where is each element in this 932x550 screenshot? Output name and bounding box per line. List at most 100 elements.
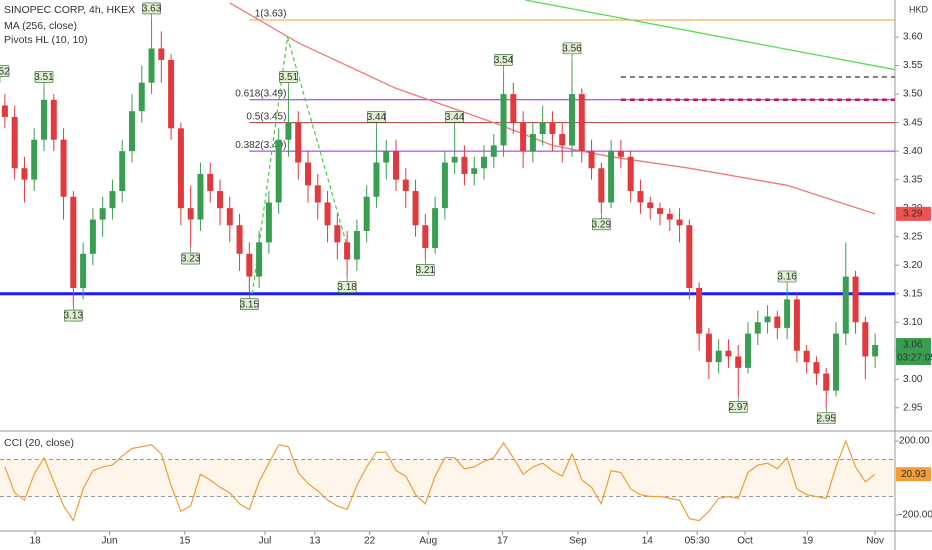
candle-body bbox=[422, 225, 429, 249]
candle-body bbox=[285, 122, 292, 140]
x-tick-label: Jul bbox=[259, 536, 272, 547]
pivot-label: 3.51 bbox=[279, 72, 299, 83]
candle-body bbox=[393, 151, 399, 180]
x-tick-label: 17 bbox=[497, 536, 509, 547]
candle-body bbox=[109, 191, 116, 209]
candle-body bbox=[119, 151, 126, 192]
currency: HKD bbox=[909, 4, 929, 14]
candle-body bbox=[158, 48, 165, 60]
pivot-label: 3.44 bbox=[445, 112, 465, 123]
candle-body bbox=[696, 287, 703, 334]
candle-body bbox=[637, 191, 644, 203]
candle-body bbox=[862, 322, 869, 357]
candle-body bbox=[207, 173, 214, 192]
candle-body bbox=[842, 276, 849, 334]
candle-body bbox=[774, 316, 781, 328]
y-tick-label: 3.15 bbox=[903, 288, 923, 299]
cci-value-label: 20.93 bbox=[901, 469, 926, 480]
candle-body bbox=[793, 299, 800, 351]
candle-body bbox=[373, 162, 380, 197]
candle-body bbox=[236, 225, 243, 254]
candle-body bbox=[353, 230, 360, 260]
pivot-label: 2.95 bbox=[816, 413, 836, 424]
pivot-label: 3.29 bbox=[592, 220, 612, 231]
candle-body bbox=[676, 219, 683, 226]
x-tick-label: 18 bbox=[30, 536, 42, 547]
candle-body bbox=[754, 322, 761, 334]
candle-body bbox=[471, 168, 478, 174]
candle-body bbox=[569, 94, 575, 146]
y-tick-label: 3.55 bbox=[903, 60, 923, 71]
candle-body bbox=[246, 253, 253, 277]
candle-body bbox=[725, 350, 732, 357]
candle-body bbox=[490, 145, 497, 157]
candle-body bbox=[226, 208, 233, 226]
cci-line bbox=[4, 439, 876, 522]
candle-body bbox=[735, 356, 742, 368]
candle-body bbox=[559, 134, 566, 146]
candle-body bbox=[705, 333, 712, 363]
candle-body bbox=[41, 99, 47, 140]
x-tick-label: Jun bbox=[101, 536, 117, 547]
candle-body bbox=[177, 128, 184, 209]
candle-body bbox=[481, 156, 487, 169]
candle-body bbox=[608, 151, 615, 203]
candle-body bbox=[138, 82, 145, 112]
candle-body bbox=[11, 116, 18, 169]
x-tick-label: 19 bbox=[802, 536, 814, 547]
candle-body bbox=[627, 156, 634, 192]
last-price-box bbox=[896, 338, 931, 366]
pivot-box bbox=[0, 65, 10, 77]
candle-body bbox=[715, 350, 722, 363]
candle-body bbox=[275, 139, 282, 203]
candle-body bbox=[187, 208, 194, 220]
x-tick-label: 14 bbox=[642, 536, 654, 547]
y-tick-label: 3.40 bbox=[903, 146, 923, 157]
candle-body bbox=[520, 122, 527, 152]
ma-price-box bbox=[896, 206, 931, 221]
candle-body bbox=[745, 333, 751, 368]
x-tick-label: 05:30 bbox=[685, 536, 710, 547]
pivot-label: 3.63 bbox=[142, 4, 162, 15]
candle-body bbox=[657, 208, 663, 214]
cci-legend: CCI (20, close) bbox=[4, 437, 74, 449]
ma-legend: MA (256, close) bbox=[4, 20, 77, 32]
pivot-label: 3.15 bbox=[240, 299, 260, 310]
pivot-label: 3.52 bbox=[0, 66, 10, 77]
candle-body bbox=[823, 373, 830, 391]
candle-body bbox=[803, 350, 810, 363]
candle-body bbox=[686, 225, 693, 288]
cci-tick-label: 200.00 bbox=[899, 436, 930, 447]
candle-body bbox=[784, 299, 791, 328]
candle-body bbox=[363, 196, 370, 231]
candle-body bbox=[666, 213, 673, 220]
pivot-label: 3.13 bbox=[64, 311, 84, 322]
candle-body bbox=[295, 122, 302, 163]
chart-title: SINOPEC CORP, 4h, HKEX bbox=[4, 4, 135, 16]
candle-body bbox=[588, 151, 595, 169]
countdown: 03:27:05 bbox=[897, 353, 932, 364]
x-tick-label: 22 bbox=[364, 536, 376, 547]
cci-tick-label: -200.00 bbox=[899, 510, 932, 521]
x-tick-label: Oct bbox=[737, 536, 753, 547]
candle-body bbox=[334, 225, 341, 243]
candle-body bbox=[578, 94, 585, 152]
x-tick-label: 15 bbox=[179, 536, 191, 547]
candle-body bbox=[314, 185, 321, 203]
y-tick-label: 3.10 bbox=[903, 317, 923, 328]
candle-body bbox=[549, 122, 556, 135]
candle-body bbox=[529, 134, 536, 152]
fib-label: 0.618(3.49) bbox=[235, 88, 286, 99]
candle-body bbox=[197, 173, 204, 220]
candle-body bbox=[598, 168, 605, 203]
candle-body bbox=[89, 219, 96, 254]
candle-body bbox=[852, 276, 859, 323]
candle-body bbox=[99, 208, 106, 220]
candle-body bbox=[872, 345, 879, 357]
pivot-label: 2.97 bbox=[728, 402, 748, 413]
candle-body bbox=[402, 179, 409, 192]
pivot-label: 3.23 bbox=[181, 254, 201, 265]
y-tick-label: 3.50 bbox=[903, 89, 923, 100]
candle-body bbox=[50, 99, 57, 140]
